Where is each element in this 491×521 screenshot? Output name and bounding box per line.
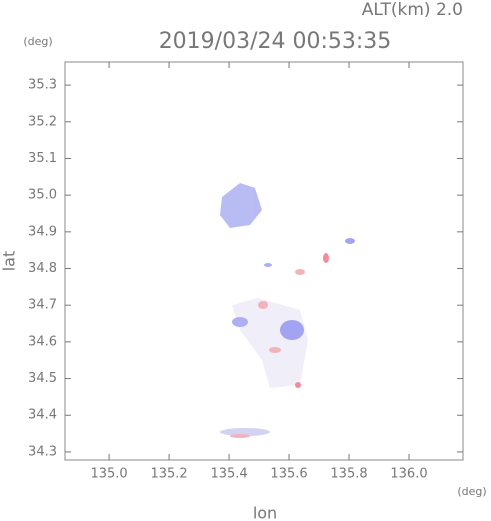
echo-blob — [230, 434, 250, 438]
x-tick-label: 135.0 — [90, 467, 127, 482]
echo-blob — [323, 253, 329, 263]
y-tick-label: 34.6 — [28, 334, 57, 349]
y-tick-label: 34.5 — [28, 371, 57, 386]
x-tick-label: 135.4 — [210, 467, 247, 482]
echo-blob — [295, 269, 305, 275]
y-axis-label: lat — [0, 251, 19, 272]
x-unit: (deg) — [457, 485, 486, 498]
y-unit: (deg) — [23, 35, 52, 48]
y-tick-label: 34.9 — [28, 224, 57, 239]
chart-title: 2019/03/24 00:53:35 — [159, 29, 392, 54]
echo-blob — [295, 382, 301, 388]
y-tick-label: 34.3 — [28, 444, 57, 459]
x-tick-label: 135.6 — [270, 467, 307, 482]
y-tick-label: 35.2 — [28, 114, 57, 129]
echo-blob — [264, 263, 272, 267]
x-tick-label: 136.0 — [390, 467, 427, 482]
plot-frame — [64, 61, 464, 461]
echo-blob — [345, 238, 355, 244]
echo-field — [220, 183, 355, 438]
echo-blob — [280, 320, 304, 340]
y-tick-label: 34.4 — [28, 408, 57, 423]
x-tick-label: 135.2 — [150, 467, 187, 482]
echo-blob — [232, 317, 248, 327]
y-tick-label: 34.7 — [28, 298, 57, 313]
altitude: ALT(km) 2.0 — [362, 0, 463, 20]
y-tick-label: 35.1 — [28, 151, 57, 166]
x-tick-label: 135.8 — [330, 467, 367, 482]
y-tick-label: 35.3 — [28, 78, 57, 93]
echo-blob — [232, 298, 308, 388]
echo-blob — [220, 183, 262, 228]
y-tick-label: 34.8 — [28, 261, 57, 276]
echo-blob — [220, 428, 270, 436]
y-tick-label: 35.0 — [28, 188, 57, 203]
echo-blob — [269, 347, 281, 353]
echo-blob — [258, 301, 268, 309]
x-axis-label: lon — [253, 504, 277, 521]
